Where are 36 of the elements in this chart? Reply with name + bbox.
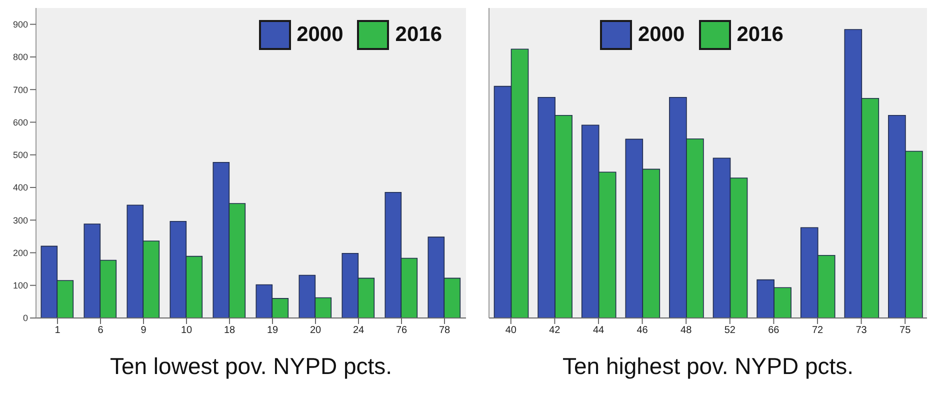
x-tick-label: 9: [140, 325, 147, 336]
x-tick-label: 78: [438, 325, 450, 336]
legend-label: 2016: [395, 23, 442, 47]
x-tick-label: 48: [680, 325, 692, 336]
x-tick-label: 73: [856, 325, 868, 336]
y-tick-label: 300: [12, 215, 28, 226]
x-tick-label: 10: [180, 325, 192, 336]
x-tick-label: 6: [98, 325, 104, 336]
x-tick-label: 19: [266, 325, 278, 336]
x-axis-title: Ten highest pov. NYPD pcts.: [562, 353, 854, 379]
y-tick-label: 0: [22, 313, 28, 324]
x-tick-label: 46: [636, 325, 648, 336]
x-tick-label: 66: [768, 325, 780, 336]
x-tick-label: 44: [592, 325, 604, 336]
y-tick-label: 500: [12, 150, 28, 160]
y-tick-label: 700: [12, 84, 28, 95]
legend-label: 2000: [638, 23, 685, 47]
x-tick-label: 20: [310, 325, 322, 336]
x-tick-label: 1: [54, 325, 61, 336]
legend-label: 2000: [296, 23, 344, 47]
x-axis-title: Ten lowest pov. NYPD pcts.: [110, 353, 392, 379]
x-tick-label: 42: [549, 325, 561, 336]
x-tick-label: 76: [396, 325, 408, 336]
y-tick-label: 100: [12, 280, 28, 291]
x-tick-label: 40: [505, 325, 517, 336]
y-tick-label: 200: [12, 248, 28, 258]
x-tick-label: 18: [224, 325, 236, 336]
y-tick-label: 400: [12, 182, 28, 193]
y-tick-label: 800: [12, 52, 28, 62]
y-tick-label: 600: [12, 117, 28, 128]
x-tick-label: 75: [900, 325, 912, 336]
x-tick-label: 24: [352, 325, 364, 336]
x-tick-label: 52: [724, 325, 736, 336]
legend-label: 2016: [736, 23, 784, 47]
x-tick-label: 72: [812, 325, 824, 336]
y-tick-label: 900: [12, 20, 28, 30]
